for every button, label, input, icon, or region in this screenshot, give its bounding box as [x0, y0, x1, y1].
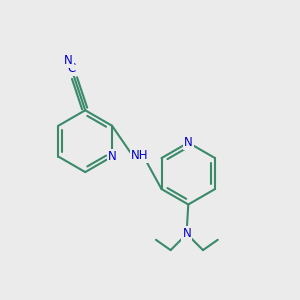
- Text: N: N: [182, 227, 191, 240]
- Text: N: N: [108, 150, 116, 163]
- Text: NH: NH: [131, 149, 148, 162]
- Text: C: C: [67, 62, 75, 75]
- Text: N: N: [184, 136, 193, 149]
- Text: N: N: [64, 54, 73, 67]
